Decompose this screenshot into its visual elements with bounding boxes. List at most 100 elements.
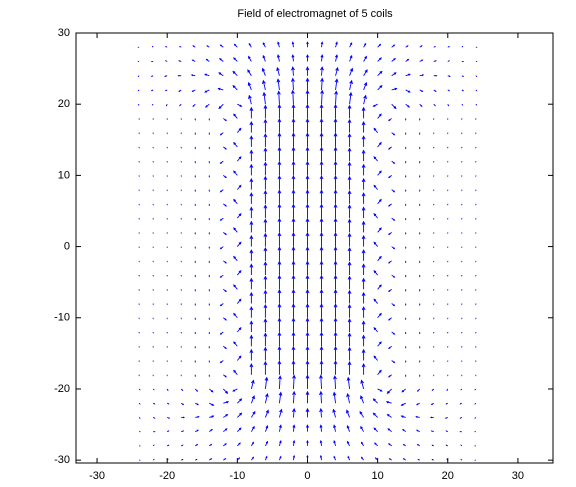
arrow (291, 41, 295, 48)
arrow (361, 348, 366, 361)
arrow (178, 89, 182, 92)
arrow (249, 348, 254, 361)
arrow (264, 392, 269, 404)
arrow (461, 89, 465, 92)
arrow (233, 341, 238, 347)
arrow (319, 260, 324, 276)
arrow (219, 132, 224, 136)
arrow (291, 160, 296, 176)
arrow (277, 260, 282, 276)
arrow (263, 232, 268, 247)
arrow (373, 326, 378, 333)
arrow (209, 402, 215, 406)
arrow (447, 103, 449, 107)
arrow (333, 288, 338, 304)
arrow (236, 355, 242, 361)
arrow (208, 388, 214, 393)
arrow (264, 440, 268, 447)
arrow (475, 103, 478, 106)
arrow (373, 427, 378, 432)
arrow (306, 454, 309, 461)
arrow (475, 89, 478, 92)
arrow (277, 160, 282, 176)
arrow (180, 402, 185, 406)
arrow (249, 363, 254, 375)
arrow (361, 177, 366, 190)
arrow (405, 58, 410, 62)
arrow (391, 189, 396, 193)
arrow (373, 156, 378, 162)
arrow (430, 430, 434, 433)
arrow (305, 345, 310, 361)
arrow (349, 79, 353, 91)
arrow (333, 118, 338, 133)
arrow (233, 369, 238, 376)
arrow (459, 402, 463, 405)
arrow (195, 458, 198, 461)
arrow (192, 45, 196, 48)
arrow (333, 217, 338, 233)
arrow (305, 407, 310, 418)
arrow (291, 246, 296, 261)
arrow (219, 189, 224, 193)
arrow (278, 439, 282, 447)
arrow (291, 175, 296, 190)
arrow (263, 161, 268, 176)
arrow (292, 390, 296, 404)
arrow (248, 55, 252, 62)
arrow (401, 388, 406, 393)
arrow (178, 46, 182, 48)
arrow (361, 206, 366, 219)
arrow (361, 220, 366, 233)
arrow (291, 274, 296, 290)
arrow (333, 375, 337, 389)
arrow (191, 59, 196, 62)
arrow (263, 190, 268, 204)
arrow (249, 291, 254, 304)
arrow (431, 388, 435, 392)
arrow (460, 388, 463, 391)
arrow (263, 246, 268, 261)
arrow (263, 175, 268, 190)
arrow (433, 103, 436, 107)
arrow (416, 402, 420, 406)
arrow (347, 232, 352, 247)
arrow (402, 428, 406, 433)
arrow (348, 91, 353, 105)
arrow (223, 203, 227, 207)
arrow (277, 41, 280, 48)
arrow (447, 60, 451, 62)
arrow (277, 118, 282, 133)
arrow (320, 41, 324, 48)
arrow (373, 127, 378, 133)
arrow (388, 231, 392, 236)
arrow (138, 417, 141, 419)
arrow (305, 103, 310, 119)
arrow (178, 60, 182, 62)
arrow (446, 458, 449, 461)
arrow (346, 376, 351, 390)
arrow (319, 203, 324, 219)
arrow (219, 217, 224, 221)
arrow (374, 457, 378, 461)
arrow (277, 189, 282, 204)
arrow (261, 67, 266, 76)
arrow (262, 54, 266, 62)
plot-area (75, 32, 554, 464)
arrow (433, 74, 438, 77)
arrow (333, 160, 338, 176)
arrow (388, 374, 392, 378)
arrow (223, 345, 227, 349)
arrow (277, 288, 282, 304)
arrow (347, 440, 350, 447)
arrow (373, 213, 378, 219)
arrow (319, 303, 324, 318)
arrow (263, 147, 268, 162)
arrow (278, 391, 283, 404)
arrow (277, 203, 282, 219)
y-tick-label: 20 (58, 98, 70, 110)
arrow (361, 163, 366, 176)
arrow (278, 424, 282, 432)
arrow (219, 331, 224, 335)
arrow (218, 103, 224, 110)
